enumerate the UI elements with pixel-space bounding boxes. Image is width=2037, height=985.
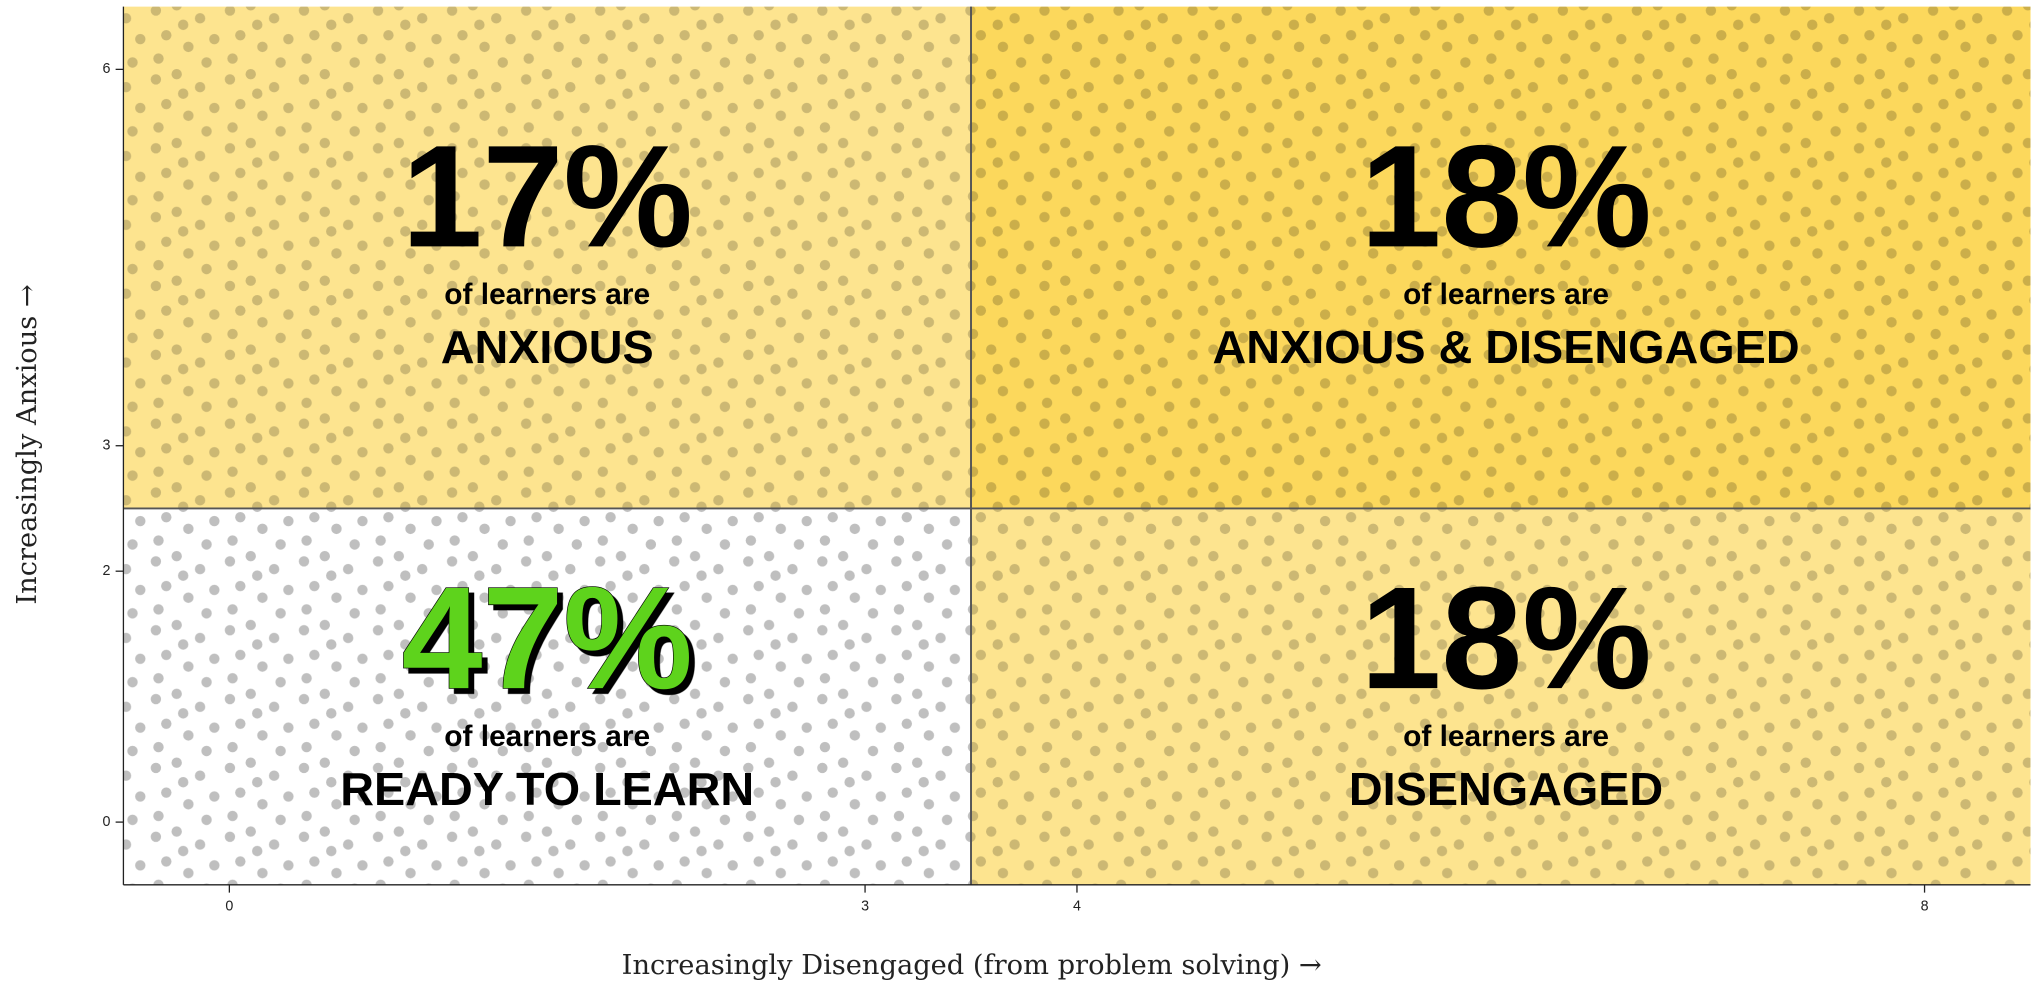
quadrant-label: DISENGAGED [1349,763,1663,815]
quadrant-caption: of learners are [1403,278,1609,311]
y-tick-label: 0 [102,814,110,830]
scatter-texture [971,508,2031,885]
quadrant-percent: 18% [1360,556,1651,719]
quadrant-label: ANXIOUS & DISENGAGED [1213,321,1800,373]
y-tick-label: 6 [102,61,110,77]
quadrant-percent: 47% [402,556,693,719]
quadrant-percent: 18% [1360,114,1651,277]
quadrant-caption: of learners are [444,278,650,311]
quadrant-label: ANXIOUS [441,321,654,373]
scatter-texture [123,6,972,509]
quadrant-caption: of learners are [1403,720,1609,753]
x-tick-label: 0 [225,899,233,915]
quadrant-caption: of learners are [444,720,650,753]
scatter-texture [123,508,972,885]
y-tick-label: 2 [102,563,110,579]
quadrant-percent: 17% [402,114,693,277]
y-tick-label: 3 [102,438,110,454]
x-tick-label: 4 [1073,899,1081,915]
quadrant-label: READY TO LEARN [340,763,754,815]
scatter-texture [971,6,2031,509]
x-tick-label: 8 [1921,899,1929,915]
y-axis-title: Increasingly Anxious → [12,284,43,604]
x-tick-label: 3 [861,899,869,915]
x-axis-title: Increasingly Disengaged (from problem so… [622,950,1322,981]
